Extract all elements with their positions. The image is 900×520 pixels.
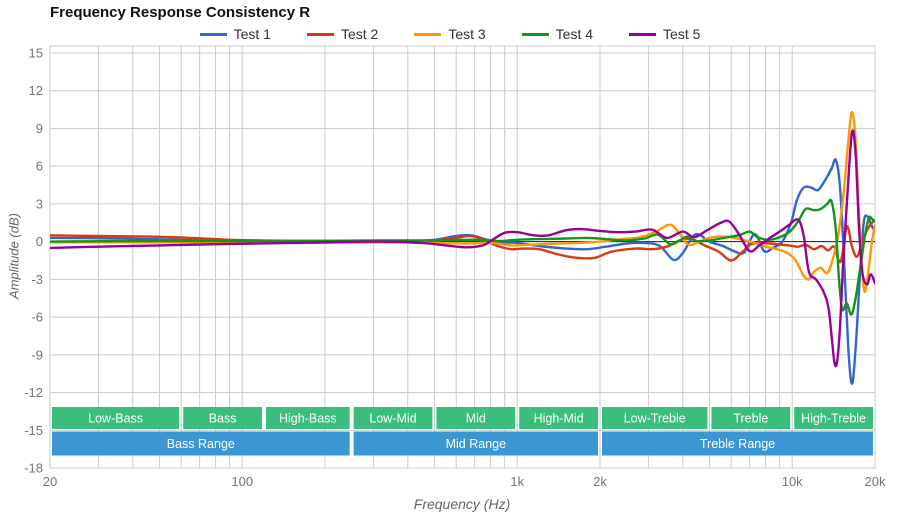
legend-label: Test 5	[663, 26, 701, 42]
curve-test-4	[50, 198, 875, 316]
band-label-mid-range: Mid Range	[446, 437, 506, 451]
band-label-low-mid: Low-Mid	[369, 411, 416, 425]
legend-item-test-1[interactable]: Test 1	[199, 26, 271, 42]
x-tick-label: 2k	[593, 474, 607, 489]
y-tick-labels: 15 12 9 6 3 0 -3 -6 -9 -12 -15 -18	[24, 46, 43, 476]
y-tick-label: -6	[31, 310, 43, 325]
y-tick-label: 9	[36, 121, 43, 136]
plot-border	[49, 45, 876, 469]
curves	[50, 110, 875, 385]
legend-line-swatch-test-1	[199, 32, 227, 36]
y-tick-label: -9	[31, 347, 43, 362]
legend-item-test-4[interactable]: Test 4	[521, 26, 594, 42]
x-tick-label: 10k	[782, 474, 803, 489]
band-label-mid: Mid	[466, 411, 486, 425]
band-mid	[436, 407, 516, 429]
curve-test-1	[50, 158, 875, 385]
band-label-high-bass: High-Bass	[279, 411, 337, 425]
legend-label: Test 2	[340, 26, 379, 42]
x-axis-title: Frequency (Hz)	[413, 496, 511, 512]
band-treble	[711, 407, 791, 429]
band-label-high-treble: High-Treble	[801, 411, 866, 425]
y-tick-label: -15	[24, 423, 43, 438]
legend: Test 1 Test 2 Test 3 Test 4 Test 5	[0, 26, 900, 42]
legend-line-swatch-test-4	[521, 32, 549, 36]
legend-label: Test 3	[448, 26, 486, 42]
y-gridlines	[50, 52, 875, 469]
y-axis-title: Amplitude (dB)	[6, 213, 22, 299]
y-tick-label: -12	[24, 385, 43, 400]
x-tick-label: 100	[231, 474, 253, 489]
band-high-bass	[265, 407, 350, 429]
band-label-bass-range: Bass Range	[167, 437, 235, 451]
curve-test-5	[50, 129, 875, 368]
band-label-low-bass: Low-Bass	[88, 411, 143, 425]
y-tick-label: 6	[36, 159, 43, 174]
x-gridlines	[49, 46, 876, 468]
band-low-treble	[602, 407, 708, 429]
y-tick-label: 0	[36, 234, 43, 249]
band-bass	[183, 407, 262, 429]
range-bands: Low-Bass Bass High-Bass Low-Mid Mid High-Mid L…	[52, 407, 873, 456]
band-low-bass	[52, 407, 180, 429]
legend-line-swatch-test-3	[414, 32, 442, 36]
band-bass-range	[52, 431, 350, 456]
y-tick-label: 15	[29, 46, 43, 61]
legend-item-test-3[interactable]: Test 3	[414, 26, 486, 42]
curve-test-3	[50, 110, 875, 294]
x-tick-labels: 20 100 1k 2k 10k 20k	[43, 474, 886, 489]
legend-line-swatch-test-5	[629, 32, 657, 36]
band-high-treble	[794, 407, 873, 429]
band-mid-range	[353, 431, 598, 456]
legend-line-swatch-test-2	[306, 32, 334, 36]
legend-label: Test 1	[233, 26, 271, 42]
band-label-low-treble: Low-Treble	[624, 411, 686, 425]
legend-label: Test 4	[555, 26, 594, 42]
chart-title: Frequency Response Consistency R	[50, 4, 311, 21]
band-high-mid	[519, 407, 598, 429]
x-tick-label: 20	[43, 474, 57, 489]
y-tick-label: -18	[24, 461, 43, 476]
band-low-mid	[353, 407, 433, 429]
y-tick-label: -3	[31, 272, 43, 287]
legend-item-test-2[interactable]: Test 2	[306, 26, 379, 42]
legend-item-test-5[interactable]: Test 5	[629, 26, 700, 42]
band-label-treble-range: Treble Range	[700, 437, 775, 451]
band-label-treble: Treble	[733, 411, 768, 425]
band-treble-range	[602, 431, 873, 456]
y-tick-label: 3	[36, 196, 43, 211]
band-label-bass: Bass	[209, 411, 237, 425]
x-tick-label: 1k	[510, 474, 524, 489]
y-tick-label: 12	[29, 83, 43, 98]
x-tick-label: 20k	[865, 474, 886, 489]
band-label-high-mid: High-Mid	[534, 411, 584, 425]
